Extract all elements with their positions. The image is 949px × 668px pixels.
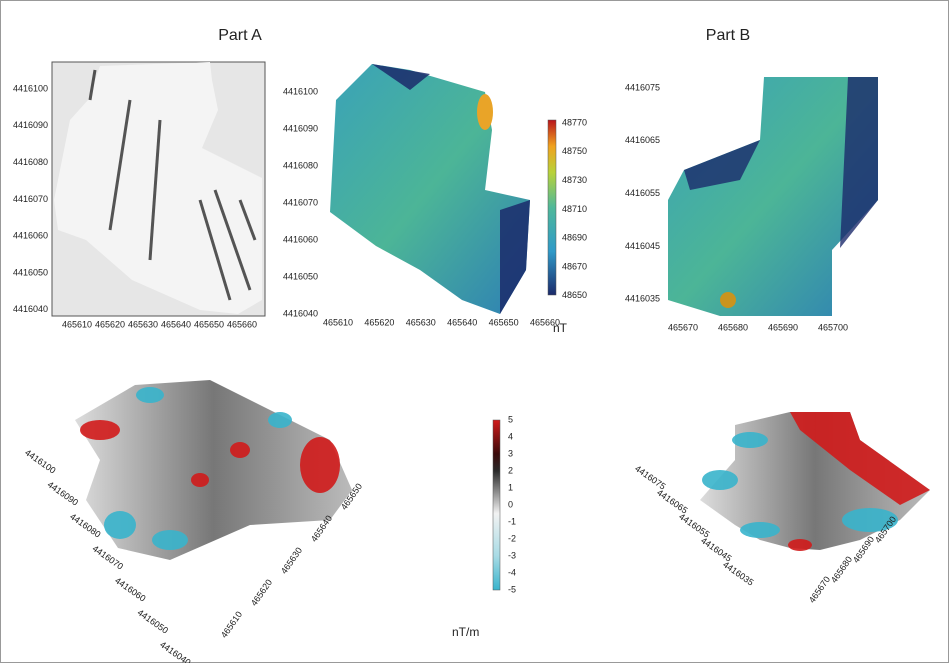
tick-label: 4416090 (13, 120, 48, 130)
tick-label: 4416080 (283, 160, 318, 170)
tick-label: 4416070 (283, 197, 318, 207)
part-title: Part B (706, 27, 750, 44)
tick-label: 4416070 (13, 194, 48, 204)
tick-label: 465640 (447, 317, 477, 327)
tick-label: 4416045 (625, 241, 660, 251)
tick-label: 465680 (718, 322, 748, 332)
tick-label: -4 (508, 567, 516, 577)
tick-label: -2 (508, 533, 516, 543)
tick-label: 4416055 (625, 188, 660, 198)
tick-label: 4416090 (283, 123, 318, 133)
tick-label: 465660 (227, 319, 257, 329)
tick-label: 48750 (562, 146, 587, 156)
tick-label: 4416100 (13, 83, 48, 93)
tick-label: 5 (508, 414, 513, 424)
tick-label: 4416040 (13, 304, 48, 314)
tick-label: 48650 (562, 290, 587, 300)
tick-label: 48670 (562, 261, 587, 271)
colorbar (493, 420, 500, 590)
tick-label: 4416050 (13, 267, 48, 277)
tick-label: 4416100 (23, 447, 57, 475)
tick-label: 465620 (364, 317, 394, 327)
tick-label: 48710 (562, 204, 587, 214)
tick-label: 465620 (249, 577, 274, 607)
tick-label: 4416060 (283, 234, 318, 244)
tick-label: 4416060 (13, 231, 48, 241)
colorbar-unit: nT/m (452, 625, 479, 639)
figure: Part A Part B nT nT/m 441610044160904416… (0, 0, 949, 663)
tick-label: 0 (508, 499, 513, 509)
tick-label: 2 (508, 465, 513, 475)
tick-label: 4416035 (625, 294, 660, 304)
tick-label: 465610 (323, 317, 353, 327)
tick-label: -1 (508, 516, 516, 526)
tick-label: 4416090 (46, 479, 80, 507)
tick-label: 465630 (406, 317, 436, 327)
tick-label: 4416050 (283, 271, 318, 281)
tick-label: 4416040 (158, 639, 192, 663)
tick-label: 465630 (279, 545, 304, 575)
tick-label: 465640 (161, 319, 191, 329)
tick-label: 1 (508, 482, 513, 492)
tick-label: 48770 (562, 117, 587, 127)
tick-label: -5 (508, 584, 516, 594)
tick-label: 4416100 (283, 86, 318, 96)
tick-label: 465610 (62, 319, 92, 329)
colorbar (548, 120, 556, 295)
tick-label: 465650 (489, 317, 519, 327)
tick-label: -3 (508, 550, 516, 560)
tick-label: 465610 (219, 609, 244, 639)
tick-label: 4416040 (283, 308, 318, 318)
tick-label: 465690 (768, 322, 798, 332)
map-anomaly (720, 292, 736, 308)
part-title: Part A (218, 27, 262, 44)
tick-label: 465700 (818, 322, 848, 332)
tick-label: 4416050 (136, 607, 170, 635)
tick-label: 465630 (128, 319, 158, 329)
tick-label: 4416080 (13, 157, 48, 167)
tick-label: 465670 (668, 322, 698, 332)
tick-label: 4416065 (625, 135, 660, 145)
map-anomaly (477, 94, 493, 130)
tick-label: 465650 (194, 319, 224, 329)
tick-label: 3 (508, 448, 513, 458)
tick-label: 465660 (530, 317, 560, 327)
tick-label: 4416060 (113, 575, 147, 603)
tick-label: 465620 (95, 319, 125, 329)
tick-label: 48690 (562, 233, 587, 243)
tick-label: 4416075 (625, 82, 660, 92)
tick-label: 4 (508, 431, 513, 441)
tick-label: 48730 (562, 175, 587, 185)
tick-label: 4416035 (721, 559, 755, 587)
